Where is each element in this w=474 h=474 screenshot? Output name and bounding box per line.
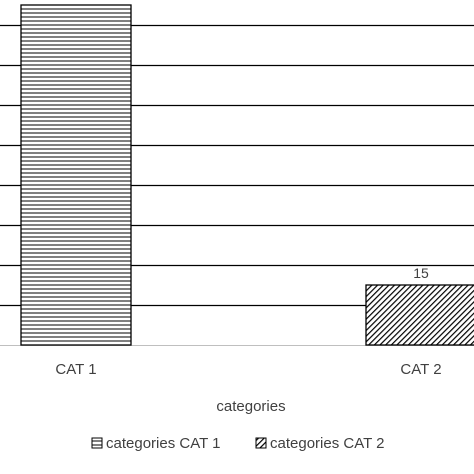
legend-swatch <box>91 437 103 449</box>
x-axis-title: categories <box>216 398 285 415</box>
data-label-cat-2: 15 <box>413 265 429 281</box>
bar-cat-1 <box>20 4 132 346</box>
x-tick-label-cat-1: CAT 1 <box>55 361 96 378</box>
bar-cat-2 <box>365 284 474 346</box>
legend-label: categories CAT 1 <box>106 435 221 452</box>
legend: categories CAT 1 categories CAT 2 <box>91 435 385 452</box>
data-labels: 85 15 <box>68 0 429 281</box>
legend-label: categories CAT 2 <box>270 435 385 452</box>
legend-entry-2: categories CAT 2 <box>255 435 385 452</box>
legend-swatch <box>255 437 267 449</box>
bars <box>20 4 474 346</box>
x-tick-label-cat-2: CAT 2 <box>400 361 441 378</box>
data-label-cat-1: 85 <box>68 0 84 1</box>
x-tick-labels: CAT 1 CAT 2 <box>55 361 441 378</box>
legend-entry-1: categories CAT 1 <box>91 435 221 452</box>
